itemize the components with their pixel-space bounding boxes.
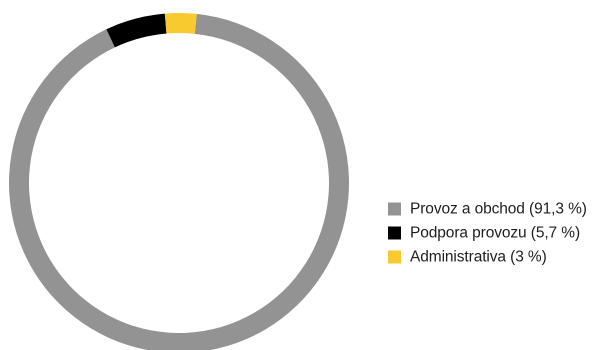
legend-swatch-podpora-provozu: [388, 226, 401, 240]
legend-item-administrativa: Administrativa (3 %): [388, 247, 587, 268]
donut-plot: [9, 13, 350, 350]
legend-label-podpora-provozu: Podpora provozu (5,7 %): [410, 224, 581, 241]
legend-label-administrativa: Administrativa (3 %): [410, 248, 547, 265]
legend-swatch-administrativa: [388, 250, 401, 264]
slice-administrativa: [164, 13, 197, 34]
legend-item-podpora-provozu: Podpora provozu (5,7 %): [388, 223, 587, 244]
slice-provoz-a-obchod: [9, 13, 350, 350]
slices-layer: [9, 13, 350, 350]
legend-label-provoz-a-obchod: Provoz a obchod (91,3 %): [410, 200, 587, 217]
slice-podpora-provozu: [106, 13, 167, 48]
legend: Provoz a obchod (91,3 %) Podpora provozu…: [388, 199, 587, 268]
legend-item-provoz-a-obchod: Provoz a obchod (91,3 %): [388, 199, 587, 220]
legend-swatch-provoz-a-obchod: [388, 202, 401, 216]
